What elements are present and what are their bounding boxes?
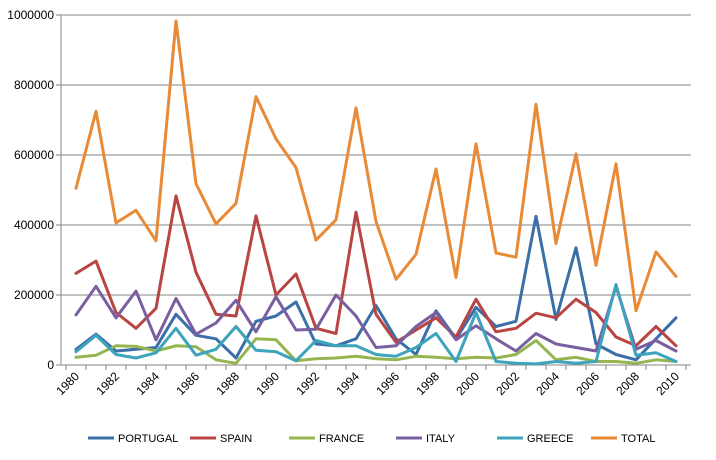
legend-item-greece: GREECE — [497, 433, 573, 445]
y-axis-ticks: 0 200000 400000 600000 800000 1000000 — [7, 8, 61, 372]
series-line-portugal — [74, 214, 678, 362]
legend-item-france: FRANCE — [289, 433, 364, 445]
legend-label: FRANCE — [319, 433, 364, 445]
series-line-italy — [74, 284, 678, 353]
y-tick-label: 800000 — [14, 78, 54, 92]
y-tick-label: 1000000 — [7, 8, 54, 22]
legend-item-portugal: PORTUGAL — [88, 433, 178, 445]
y-tick-label: 600000 — [14, 148, 54, 162]
series-line-total — [74, 19, 678, 313]
legend-label: ITALY — [426, 433, 456, 445]
legend: PORTUGAL SPAIN FRANCE ITALY GREECE TOTAL — [88, 433, 655, 445]
legend-label: SPAIN — [220, 433, 252, 445]
series-line-greece — [74, 283, 678, 366]
legend-label: GREECE — [527, 433, 573, 445]
legend-label: TOTAL — [621, 433, 655, 445]
y-tick-label: 0 — [47, 358, 54, 372]
series-line-spain — [74, 194, 678, 348]
legend-item-italy: ITALY — [396, 433, 456, 445]
series-line-france — [74, 337, 678, 365]
legend-item-spain: SPAIN — [190, 433, 252, 445]
y-tick-label: 400000 — [14, 218, 54, 232]
y-tick-label: 200000 — [14, 288, 54, 302]
legend-item-total: TOTAL — [591, 433, 655, 445]
legend-label: PORTUGAL — [118, 433, 178, 445]
series-lines — [74, 19, 678, 366]
